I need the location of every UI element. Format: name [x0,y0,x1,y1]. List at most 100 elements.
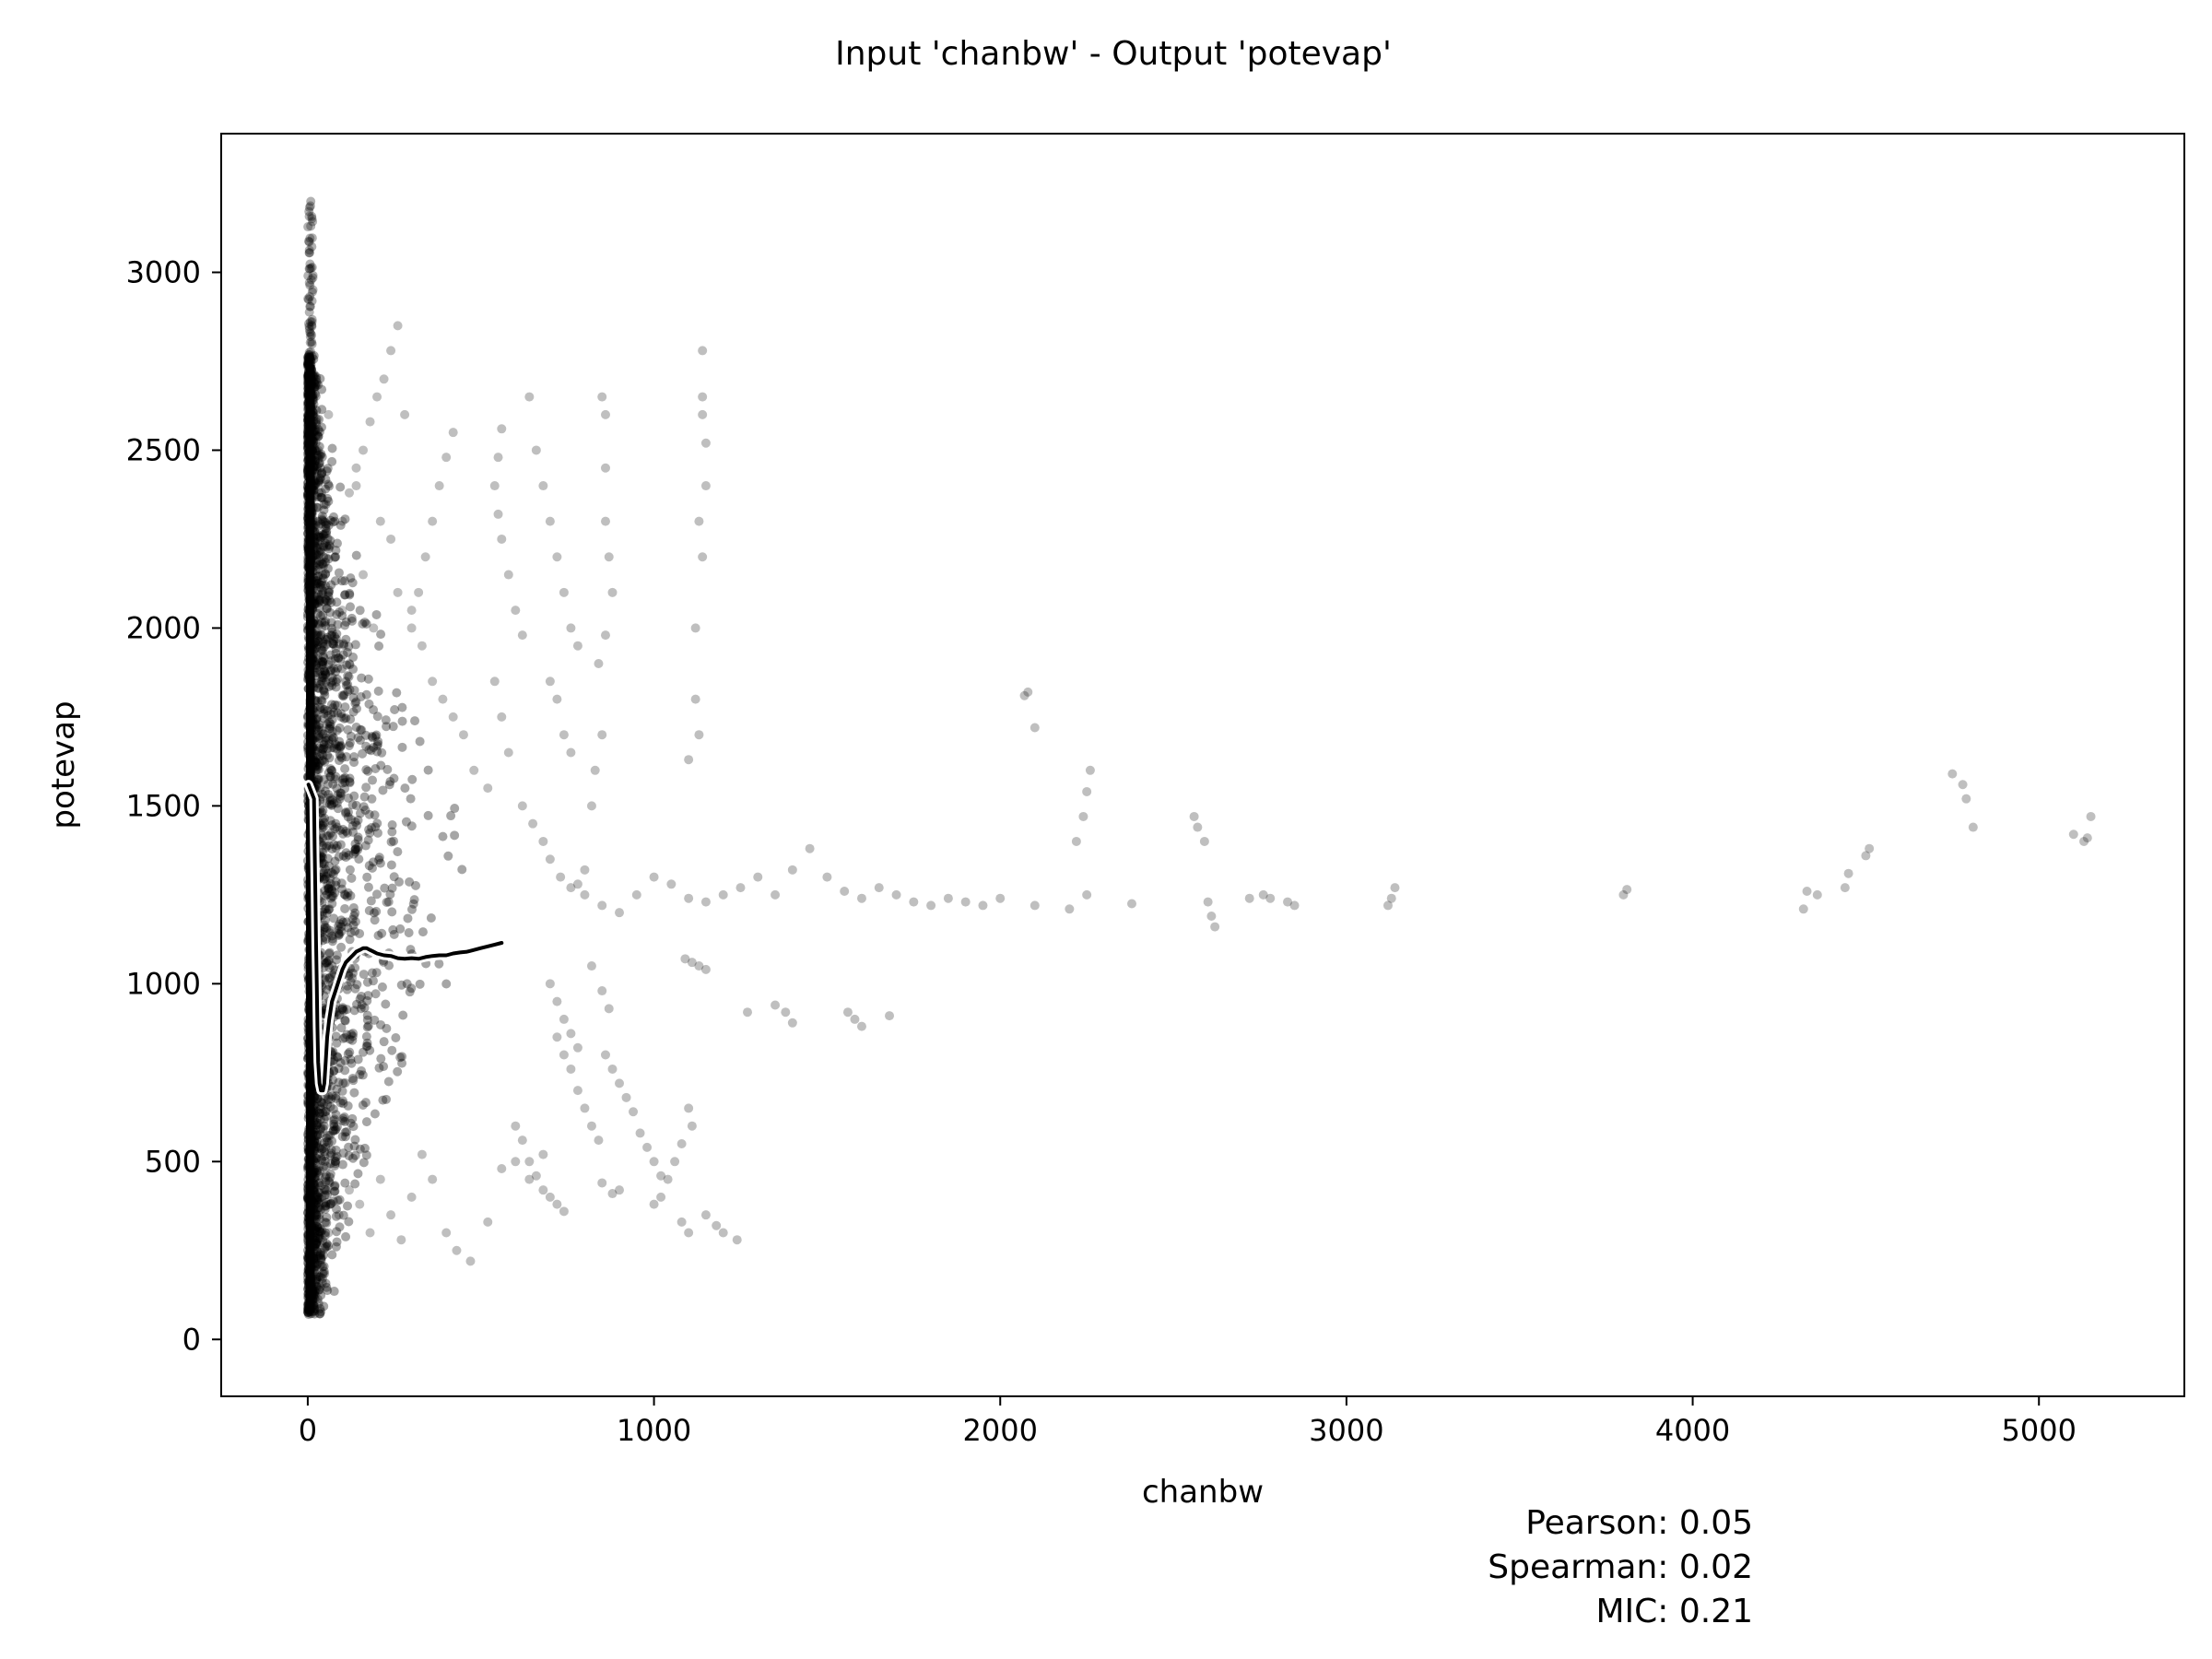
y-tick-label: 1500 [126,788,201,823]
scatter-point [312,576,323,586]
scatter-point [316,657,326,667]
scatter-point [319,540,329,550]
scatter-point [312,1130,323,1140]
scatter-point [349,1141,359,1151]
scatter-point [355,735,365,746]
scatter-point [330,1159,340,1169]
scatter-point [318,559,328,569]
scatter-point [330,1161,340,1171]
scatter-point [355,1069,365,1079]
scatter-point [1840,883,1850,893]
scatter-point [325,795,335,806]
scatter-point [314,594,324,605]
scatter-point [604,552,614,562]
scatter-point [318,907,328,917]
scatter-point [319,666,329,677]
scatter-point [337,1115,347,1125]
scatter-point [369,623,379,633]
scatter-point [326,630,336,641]
scatter-point [351,800,361,810]
scatter-point [370,1015,380,1025]
scatter-point [312,774,323,784]
scatter-point [312,522,323,532]
scatter-point [330,631,340,641]
scatter-point [361,689,371,700]
scatter-point [322,841,332,851]
scatter-point [337,1086,347,1096]
scatter-point [376,1053,386,1064]
scatter-point [313,1299,324,1309]
stat-mic: MIC: 0.21 [1595,1593,1753,1630]
scatter-point [327,936,337,947]
scatter-point [313,453,324,464]
scatter-point [317,1262,327,1272]
scatter-point [331,843,341,853]
scatter-point [340,514,350,524]
scatter-point [528,818,538,829]
scatter-point [387,883,397,893]
scatter-point [315,631,325,641]
scatter-point [324,540,335,550]
scatter-point [417,1149,427,1159]
scatter-point [347,827,358,837]
scatter-point [309,350,319,360]
scatter-point [457,865,467,875]
scatter-point [732,1235,742,1245]
scatter-point [367,794,377,804]
scatter-point [312,430,323,441]
scatter-point [443,851,453,861]
scatter-point [322,908,332,918]
scatter-point [323,880,333,890]
scatter-point [334,741,344,751]
scatter-point [344,741,354,751]
scatter-point [343,1049,353,1059]
scatter-point [330,774,340,784]
scatter-point [314,1285,324,1295]
scatter-point [323,464,333,474]
scatter-point [318,1124,328,1134]
scatter-point [891,889,901,900]
scatter-point [321,484,331,494]
scatter-point [331,771,341,782]
scatter-point [580,1103,590,1113]
y-tick-label: 1000 [126,966,201,1001]
scatter-point [313,630,324,641]
scatter-point [342,647,352,657]
scatter-point [307,263,317,273]
scatter-point [856,1021,866,1031]
scatter-point [315,1272,325,1282]
scatter-point [398,1010,408,1020]
scatter-point [428,516,438,526]
scatter-point [318,639,328,649]
scatter-point [362,995,372,1006]
scatter-point [371,764,381,774]
scatter-point [333,1052,343,1062]
scatter-point [335,825,345,835]
scatter-point [333,804,343,814]
scatter-point [335,929,345,939]
scatter-point [329,1119,339,1129]
scatter-point [320,538,330,548]
scatter-point [338,1148,348,1159]
scatter-point [314,1210,324,1220]
scatter-point [342,1005,352,1015]
scatter-point [385,889,395,900]
scatter-point [324,735,334,745]
scatter-point [314,1143,324,1153]
scatter-point [336,712,347,723]
scatter-point [458,730,468,740]
scatter-point [348,1153,359,1163]
scatter-point [307,287,317,297]
scatter-point [323,711,333,721]
scatter-point [320,570,330,580]
scatter-point [359,1047,369,1057]
scatter-point [322,541,332,551]
scatter-point [374,641,384,652]
scatter-point [349,911,359,921]
scatter-point [335,1098,346,1108]
scatter-point [305,301,315,312]
scatter-point [357,1065,367,1076]
scatter-point [355,606,365,616]
scatter-point [321,1197,331,1207]
scatter-point [320,618,330,628]
